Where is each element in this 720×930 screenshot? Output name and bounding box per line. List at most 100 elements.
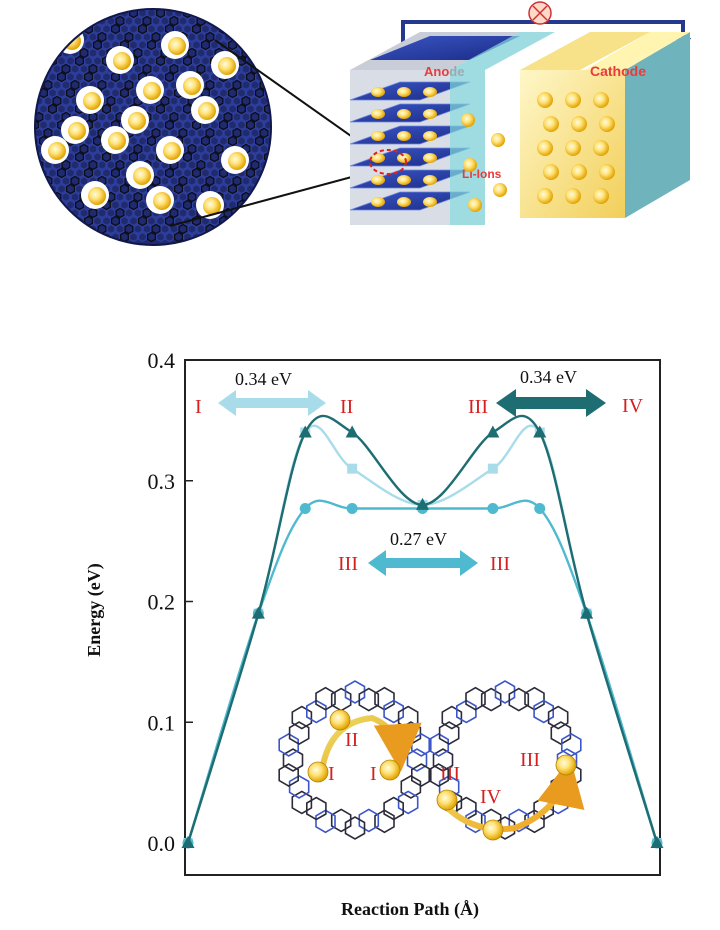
anode-ion bbox=[371, 153, 385, 163]
li-ion-9 bbox=[163, 142, 181, 160]
cathode-ion bbox=[565, 140, 581, 156]
inset-li-ion bbox=[482, 819, 504, 841]
cathode-label: Cathode bbox=[590, 63, 646, 79]
inset-li-ion bbox=[379, 759, 401, 781]
inset-label-I-left: I bbox=[328, 763, 335, 785]
series-0-point-5 bbox=[487, 463, 498, 474]
series-0-point-3 bbox=[347, 463, 358, 474]
series-line-2 bbox=[186, 414, 659, 844]
x-axis-title: Reaction Path (Å) bbox=[341, 899, 479, 920]
cathode-ion bbox=[537, 92, 553, 108]
magnified-lattice-circle bbox=[34, 8, 272, 246]
series-1-point-2 bbox=[299, 503, 311, 515]
li-ion-10 bbox=[228, 152, 246, 170]
separator-ion bbox=[468, 198, 482, 212]
series-2-point-5 bbox=[486, 425, 500, 438]
anode-ion bbox=[371, 175, 385, 185]
site-label-I: I bbox=[195, 396, 202, 418]
anode-ion bbox=[397, 197, 411, 207]
site-label-III-right: III bbox=[468, 396, 488, 418]
site-label-III-mid-left: III bbox=[338, 553, 358, 575]
separator-ion bbox=[461, 113, 475, 127]
energy-chart: 0.0 0.1 0.2 0.3 0.4 Energy (eV) Reaction Pat… bbox=[84, 348, 664, 920]
li-ion-7 bbox=[48, 142, 66, 160]
site-label-III-mid-right: III bbox=[490, 553, 510, 575]
cathode-ion bbox=[537, 188, 553, 204]
series-1-point-3 bbox=[346, 503, 358, 515]
cathode-ion bbox=[593, 92, 609, 108]
li-ion-13 bbox=[203, 197, 221, 215]
li-ion-8 bbox=[108, 132, 126, 150]
series-2-point-6 bbox=[533, 425, 547, 438]
battery-schematic: Anode Li-Ions Cathode bbox=[34, 1, 691, 246]
site-label-IV: IV bbox=[622, 395, 644, 417]
plot-frame bbox=[184, 359, 661, 876]
li-ion-5 bbox=[143, 82, 161, 100]
cathode-ion bbox=[593, 140, 609, 156]
anode-ion bbox=[371, 197, 385, 207]
cathode-ion bbox=[571, 116, 587, 132]
separator bbox=[450, 32, 555, 225]
series-2-point-2 bbox=[298, 425, 312, 438]
separator-ion bbox=[463, 158, 477, 172]
series-2-point-4 bbox=[416, 497, 429, 510]
inset-label-I-right: I bbox=[370, 763, 377, 785]
inset-label-III-right: III bbox=[520, 749, 540, 771]
inset-li-ion bbox=[307, 761, 329, 783]
anode-ion bbox=[397, 109, 411, 119]
inset-label-II: II bbox=[345, 729, 358, 751]
series-2-point-8 bbox=[650, 836, 664, 848]
cathode-ion bbox=[599, 164, 615, 180]
separator-ion bbox=[491, 133, 505, 147]
highlight-ring bbox=[369, 149, 407, 175]
anode-ion bbox=[423, 153, 437, 163]
anode-ion bbox=[423, 109, 437, 119]
series-1-point-6 bbox=[534, 503, 546, 515]
li-ion-12 bbox=[153, 192, 171, 210]
barrier-label-1: 0.34 eV bbox=[235, 369, 292, 389]
series-line-0 bbox=[186, 424, 659, 844]
series-line-1 bbox=[186, 499, 659, 844]
barrier-arrow-1: 0.34 eV bbox=[218, 369, 326, 416]
cathode-ion bbox=[565, 188, 581, 204]
site-label-II: II bbox=[340, 396, 353, 418]
inset-li-ion bbox=[555, 754, 577, 776]
series-2-point-3 bbox=[345, 425, 359, 438]
anode-ion bbox=[371, 109, 385, 119]
barrier-label-3: 0.27 eV bbox=[390, 529, 447, 549]
cathode-ion bbox=[537, 140, 553, 156]
y-tick-label: 0.3 bbox=[148, 469, 176, 494]
li-ion-15 bbox=[183, 77, 201, 95]
li-ion-4 bbox=[83, 92, 101, 110]
barrier-arrow-2: 0.34 eV bbox=[496, 367, 606, 417]
anode-ion bbox=[397, 131, 411, 141]
y-tick-label: 0.1 bbox=[148, 710, 176, 735]
y-tick-label: 0.4 bbox=[148, 348, 176, 373]
separator-ion bbox=[493, 183, 507, 197]
li-ion-2 bbox=[168, 37, 186, 55]
inset-lattice bbox=[278, 680, 585, 841]
barrier-label-2: 0.34 eV bbox=[520, 367, 577, 387]
anode-ion bbox=[423, 175, 437, 185]
anode-ion bbox=[371, 87, 385, 97]
zoom-line-bottom bbox=[169, 167, 386, 227]
li-ion-6 bbox=[198, 102, 216, 120]
inset-li-ion bbox=[329, 709, 351, 731]
cathode-ion bbox=[543, 164, 559, 180]
anode-ion bbox=[397, 87, 411, 97]
li-ion-16 bbox=[68, 122, 86, 140]
inset-label-IV: IV bbox=[480, 786, 502, 808]
series-2-point-7 bbox=[580, 606, 594, 619]
cathode-ion bbox=[599, 116, 615, 132]
series-2-point-1 bbox=[251, 606, 265, 619]
series-2-point-0 bbox=[181, 836, 195, 848]
anode-ion bbox=[423, 131, 437, 141]
cathode-ion bbox=[565, 92, 581, 108]
hop-arrow-right bbox=[437, 758, 585, 833]
y-tick-label: 0.0 bbox=[148, 831, 176, 856]
anode-ion bbox=[423, 87, 437, 97]
li-ion-14 bbox=[128, 112, 146, 130]
inset-label-III-left: III bbox=[440, 763, 460, 785]
anode-ion bbox=[371, 131, 385, 141]
